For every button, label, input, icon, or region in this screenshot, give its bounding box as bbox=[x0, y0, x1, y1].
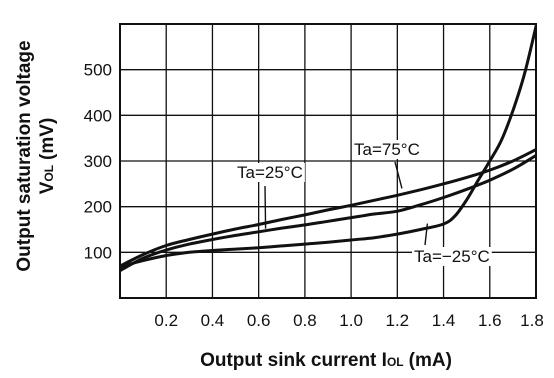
series-line bbox=[120, 148, 537, 268]
label-leader-line bbox=[394, 161, 403, 189]
label-leader-line bbox=[424, 223, 429, 246]
curves bbox=[120, 24, 537, 273]
x-tick-label: 1.4 bbox=[432, 311, 456, 330]
x-tick-labels: 0.2 0.4 0.6 0.8 1.0 1.2 1.4 1.6 1.8 bbox=[154, 311, 543, 330]
y-axis-title-line1: Output saturation voltage bbox=[14, 40, 35, 271]
label-leader-line bbox=[264, 185, 267, 229]
leaders bbox=[264, 161, 429, 246]
x-tick-label: 0.6 bbox=[247, 311, 271, 330]
y-tick-label: 300 bbox=[84, 152, 112, 171]
curve-label-background bbox=[412, 247, 492, 266]
x-tick-label: 0.4 bbox=[201, 311, 225, 330]
x-tick-label: 1.8 bbox=[520, 311, 544, 330]
curve-label: Ta=−25°C bbox=[414, 247, 490, 266]
x-tick-label: 1.6 bbox=[478, 311, 502, 330]
x-axis-title: Output sink current IOL (mA) bbox=[200, 350, 452, 371]
x-tick-label: 1.0 bbox=[339, 311, 363, 330]
y-tick-label: 100 bbox=[84, 243, 112, 262]
x-tick-label: 0.8 bbox=[293, 311, 317, 330]
series-line bbox=[120, 24, 537, 269]
curve-label-background bbox=[235, 163, 305, 182]
series-line bbox=[120, 154, 537, 273]
y-tick-label: 400 bbox=[84, 106, 112, 125]
plot-frame bbox=[119, 23, 537, 299]
y-tick-label: 200 bbox=[84, 198, 112, 217]
x-tick-label: 0.2 bbox=[154, 311, 178, 330]
curve-labels: Ta=25°C Ta=75°C Ta=−25°C bbox=[235, 140, 492, 266]
y-tick-labels: 100 200 300 400 500 bbox=[84, 61, 112, 263]
x-tick-label: 1.2 bbox=[386, 311, 410, 330]
curve-label: Ta=25°C bbox=[237, 163, 303, 182]
curve-label-background bbox=[352, 140, 422, 159]
grid bbox=[120, 24, 536, 298]
y-tick-label: 500 bbox=[84, 61, 112, 80]
curve-label: Ta=75°C bbox=[354, 140, 420, 159]
y-axis-title-line2: VOL(mV) bbox=[37, 118, 58, 195]
